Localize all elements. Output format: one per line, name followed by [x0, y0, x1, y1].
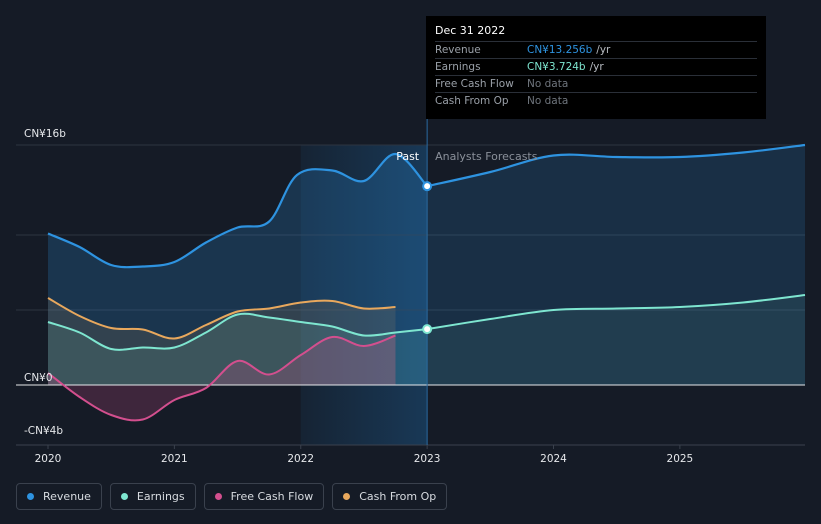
legend-label-earnings: Earnings: [136, 490, 185, 503]
legend-item-earnings[interactable]: Earnings: [109, 483, 196, 510]
fcf-area: [48, 335, 396, 421]
legend-dot-earnings-icon: [120, 493, 128, 500]
tooltip-revenue-unit: /yr: [596, 44, 611, 56]
tooltip-row-cfo: Cash From Op No data: [435, 92, 757, 109]
revenue-forecast-line: [426, 143, 806, 188]
tooltip-revenue-label: Revenue: [435, 44, 481, 56]
revenue-marker: [422, 181, 433, 192]
tooltip-cfo-label: Cash From Op: [435, 95, 509, 107]
past-label: Past: [396, 150, 420, 163]
x-tick-label-2022: 2022: [287, 453, 314, 465]
legend-dot-cfo-icon: [343, 493, 351, 500]
tooltip-earnings-label: Earnings: [435, 61, 481, 73]
y-tick-label-1: CN¥0: [24, 372, 53, 384]
legend-dot-fcf-icon: [214, 493, 222, 500]
earnings-past-line: [47, 312, 428, 351]
earnings-forecast-area: [427, 295, 805, 385]
x-tick-label-2021: 2021: [161, 453, 188, 465]
x-tick-label-2024: 2024: [540, 453, 567, 465]
earnings-forecast-line: [426, 294, 806, 331]
tooltip-fcf-label: Free Cash Flow: [435, 78, 514, 90]
y-tick-label-0: CN¥16b: [24, 128, 66, 140]
y-tick-label-2: -CN¥4b: [24, 425, 63, 437]
x-tick-label-2023: 2023: [414, 453, 441, 465]
legend-item-free-cash-flow[interactable]: Free Cash Flow: [203, 483, 325, 510]
tooltip: Dec 31 2022 Revenue CN¥13.256b /yr Earni…: [426, 16, 766, 119]
x-tick-label-2025: 2025: [667, 453, 694, 465]
earnings-marker: [422, 324, 433, 335]
cfo-area: [48, 298, 396, 385]
tooltip-earnings-unit: /yr: [589, 61, 604, 73]
legend-item-revenue[interactable]: Revenue: [16, 483, 102, 510]
tooltip-row-fcf: Free Cash Flow No data: [435, 75, 757, 92]
tooltip-row-revenue: Revenue CN¥13.256b /yr: [435, 41, 757, 58]
highlight-band: [300, 145, 428, 445]
legend-label-revenue: Revenue: [43, 490, 91, 503]
revenue-past-line: [47, 152, 428, 269]
x-tick-label-2020: 2020: [35, 453, 62, 465]
fcf-line: [47, 334, 396, 422]
tooltip-date: Dec 31 2022: [435, 24, 506, 37]
earnings-past-area: [48, 313, 428, 385]
tooltip-cfo-value: No data: [527, 95, 569, 107]
tooltip-fcf-value: No data: [527, 78, 569, 90]
legend-dot-revenue-icon: [27, 493, 34, 500]
revenue-forecast-area: [427, 145, 805, 385]
legend-label-cash-from-op: Cash From Op: [359, 490, 437, 503]
tooltip-earnings-value: CN¥3.724b: [527, 61, 586, 73]
legend: Revenue Earnings Free Cash Flow Cash Fro…: [16, 483, 448, 510]
legend-item-cash-from-op[interactable]: Cash From Op: [332, 483, 448, 510]
cfo-line: [47, 297, 396, 340]
tooltip-revenue-value: CN¥13.256b: [527, 44, 593, 56]
tooltip-row-earnings: Earnings CN¥3.724b /yr: [435, 58, 757, 75]
legend-label-free-cash-flow: Free Cash Flow: [230, 490, 314, 503]
forecast-label: Analysts Forecasts: [435, 150, 538, 163]
